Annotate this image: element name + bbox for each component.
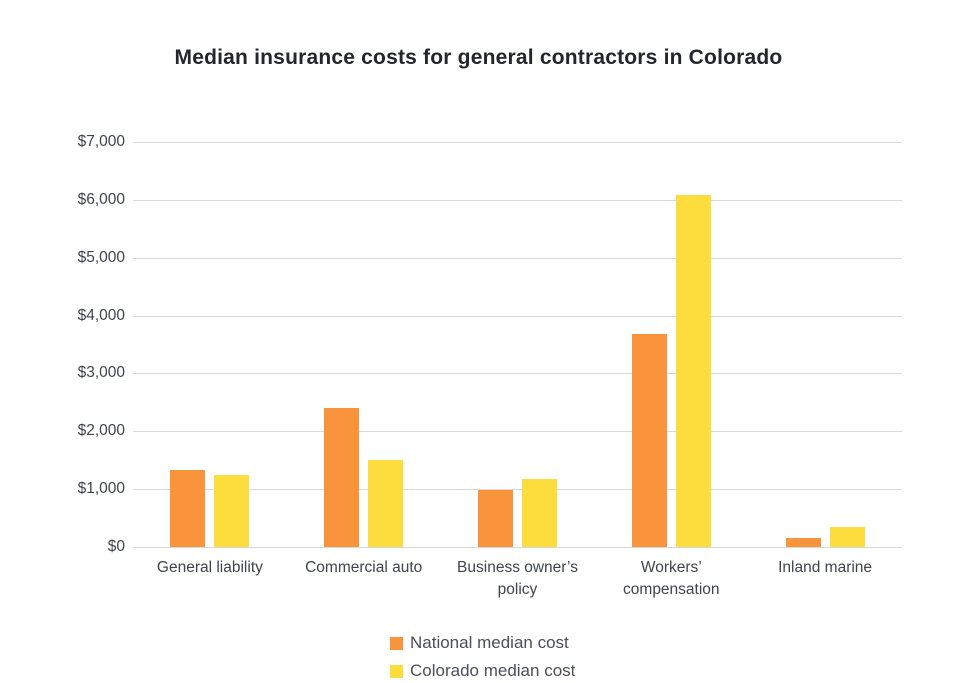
bar-national-median-cost-general-liability [170,470,206,547]
x-axis-category-label: Commercial auto [305,559,423,576]
gridline [133,373,902,375]
bar-colorado-median-cost-general-liability [214,475,250,547]
gridline [133,199,902,201]
legend: National median cost Colorado median cost [390,629,575,683]
bar-national-median-cost-commercial-auto [324,408,360,547]
x-axis-category-label: General liability [156,559,263,576]
x-axis-category-label: Business owner’s policy [457,559,578,598]
legend-item-national-median-cost: National median cost [390,629,575,657]
y-axis-tick-label: $6,000 [77,190,125,208]
legend-swatch-icon [390,664,403,678]
y-axis-tick-label: $7,000 [77,133,125,150]
gridline [133,142,902,143]
legend-item-colorado-median-cost: Colorado median cost [390,657,575,683]
legend-label: Colorado median cost [410,661,576,680]
gridline [133,257,902,259]
bar-colorado-median-cost-workers-compensation [675,195,711,547]
gridline [133,315,902,317]
bar-national-median-cost-business-owner-s-policy [478,489,513,547]
y-axis-tick-label: $3,000 [77,364,125,382]
bar-national-median-cost-workers-compensation [631,334,667,547]
y-axis-tick-label: $1,000 [77,480,125,498]
gridline [133,489,902,491]
y-axis-tick-label: $2,000 [77,422,125,440]
y-axis-tick-label: $5,000 [77,248,125,266]
bar-colorado-median-cost-business-owner-s-policy [522,478,557,547]
bar-colorado-median-cost-commercial-auto [368,460,404,547]
x-axis-category-label: Inland marine [778,559,873,576]
bar-colorado-median-cost-inland-marine [829,527,865,547]
chart-title: Median insurance costs for general contr… [174,46,783,69]
legend-label: National median cost [410,633,569,652]
y-axis-tick-label: $4,000 [77,306,125,324]
legend-swatch-icon [390,636,403,650]
bar-national-median-cost-inland-marine [785,538,821,547]
gridline [133,547,902,548]
x-axis-category-label: Workers’ compensation [623,559,720,598]
y-axis-tick-label: $0 [107,538,125,555]
plot-area: $0 $1,000 $2,000 $3,000 $4,000 $5,000 $6,000 $7… [77,133,902,598]
gridline [133,431,902,433]
